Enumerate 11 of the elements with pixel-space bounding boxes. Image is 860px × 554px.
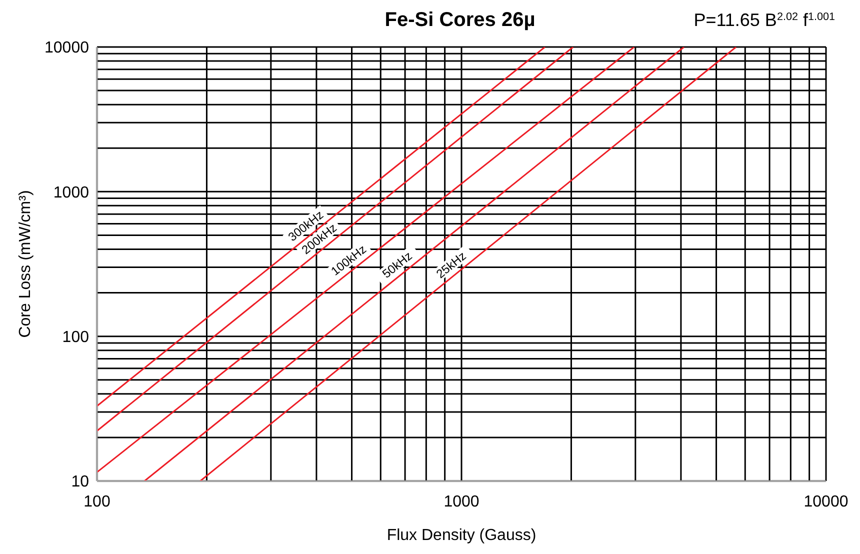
y-tick-label: 100	[62, 329, 90, 346]
y-tick-label: 10000	[44, 40, 90, 57]
x-tick-label: 100	[84, 493, 110, 510]
text: P=11.65 B$^{2.02}$ f$^{1.001}$	[694, 10, 835, 30]
x-axis-title: Flux Density (Gauss)	[386, 527, 536, 544]
x-tick-label: 10000	[804, 493, 848, 510]
y-tick-label: 10	[71, 474, 90, 491]
y-axis-title: Core Loss (mW/cm³)	[17, 190, 34, 338]
x-tick-label: 1000	[444, 493, 480, 510]
chart-title: Fe-Si Cores 26µ	[384, 9, 536, 31]
y-tick-label: 1000	[53, 184, 90, 202]
